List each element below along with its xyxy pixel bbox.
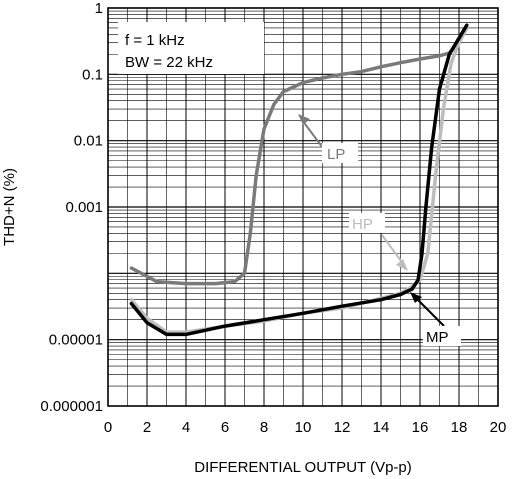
x-tick-label: 6: [221, 419, 229, 436]
annotation-frequency: f = 1 kHz: [125, 32, 185, 49]
y-tick-label: 0.001: [65, 199, 103, 216]
conditions-box: f = 1 kHz BW = 22 kHz: [118, 22, 264, 74]
label-bg-hp: [349, 213, 385, 233]
x-tick-label: 4: [182, 419, 190, 436]
leader-hp: [381, 234, 405, 266]
x-tick-label: 20: [490, 419, 507, 436]
y-tick-label: 0.00001: [49, 332, 103, 349]
x-tick-label: 8: [260, 419, 268, 436]
x-tick-labels: 0 2 4 6 8 10 12 14 16 18 20: [104, 419, 507, 436]
arrowhead-hp: [396, 259, 408, 271]
y-tick-labels: 1 0.1 0.01 0.001 0.00001 0.000001: [40, 0, 103, 415]
x-tick-label: 16: [412, 419, 429, 436]
label-bg-lp: [322, 143, 358, 163]
annotation-bandwidth: BW = 22 kHz: [125, 54, 213, 71]
y-axis-label: THD+N (%): [1, 168, 18, 246]
arrowhead-mp: [410, 292, 422, 303]
conditions-box-background: [118, 22, 264, 74]
series-line-lp: [129, 26, 469, 286]
y-tick-label: 0.000001: [40, 398, 103, 415]
series-label-hp: HP: [349, 213, 408, 271]
series-layer: [129, 23, 469, 337]
arrowhead-lp: [298, 114, 310, 125]
series-name-hp: HP: [352, 216, 373, 233]
label-bg-mp: [423, 326, 461, 346]
x-tick-label: 2: [143, 419, 151, 436]
x-tick-label: 14: [373, 419, 390, 436]
y-tick-label: 1: [95, 0, 103, 17]
plot-frame: [107, 7, 499, 407]
series-line-mp: [129, 23, 469, 337]
x-tick-label: 10: [295, 419, 312, 436]
x-tick-label: 0: [104, 419, 112, 436]
series-name-lp: LP: [327, 146, 345, 163]
series-name-mp: MP: [426, 329, 449, 346]
x-tick-label: 18: [451, 419, 468, 436]
y-tick-label: 0.1: [82, 66, 103, 83]
x-axis-label: DIFFERENTIAL OUTPUT (Vp-p): [194, 459, 412, 476]
series-label-lp: LP: [298, 114, 358, 163]
y-tick-label: 0.01: [74, 133, 103, 150]
series-labels: LP HP MP: [298, 114, 461, 346]
series-label-mp: MP: [410, 292, 461, 346]
x-tick-label: 12: [334, 419, 351, 436]
leader-mp: [415, 297, 445, 327]
